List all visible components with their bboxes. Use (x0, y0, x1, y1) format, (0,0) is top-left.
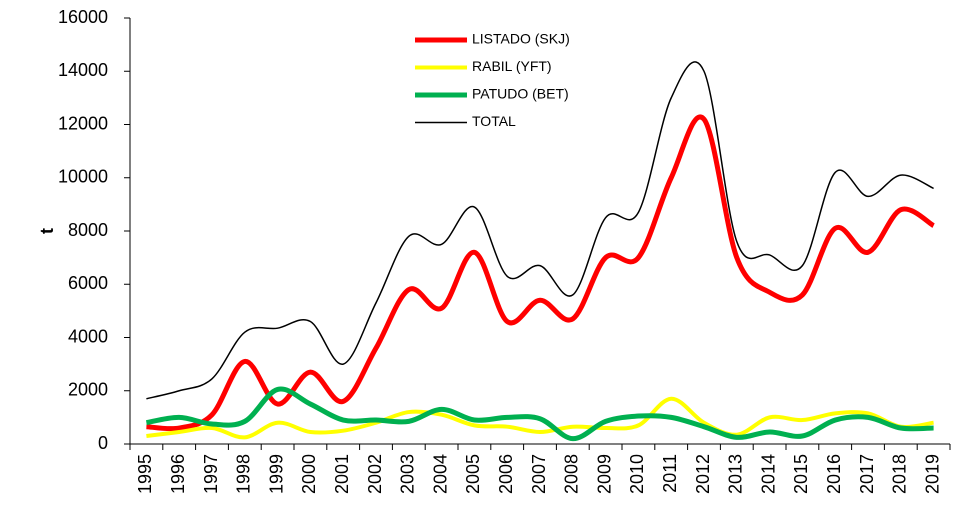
x-tick-label: 2009 (594, 454, 614, 494)
legend-label: PATUDO (BET) (472, 86, 569, 102)
x-tick-label: 2014 (758, 454, 778, 494)
x-tick-label: 2002 (365, 454, 385, 494)
line-series (145, 386, 934, 442)
x-tick-label: 2003 (398, 454, 418, 494)
x-tick-label: 2007 (529, 454, 549, 494)
y-tick-label: 6000 (68, 273, 108, 293)
x-tick-label: 2010 (627, 454, 647, 494)
line-series (146, 396, 934, 440)
line-series (146, 61, 934, 400)
x-tick-label: 2006 (496, 454, 516, 494)
x-tick-label: 2008 (562, 454, 582, 494)
x-tick-label: 2019 (922, 454, 942, 494)
x-tick-label: 2005 (463, 454, 483, 494)
y-tick-label: 12000 (58, 113, 108, 133)
x-tick-label: 1995 (135, 454, 155, 494)
y-tick-label: 14000 (58, 60, 108, 80)
line-series (146, 114, 935, 432)
y-tick-label: 0 (98, 433, 108, 453)
y-axis-label: t (37, 228, 57, 234)
x-tick-label: 2004 (430, 454, 450, 494)
x-tick-label: 2017 (857, 454, 877, 494)
x-tick-label: 2016 (824, 454, 844, 494)
y-tick-label: 4000 (68, 326, 108, 346)
x-tick-label: 1998 (234, 454, 254, 494)
x-tick-label: 2013 (726, 454, 746, 494)
y-tick-label: 10000 (58, 167, 108, 187)
x-tick-label: 1996 (168, 454, 188, 494)
x-tick-label: 2001 (332, 454, 352, 494)
y-tick-label: 2000 (68, 380, 108, 400)
legend-label: LISTADO (SKJ) (472, 31, 570, 47)
x-tick-label: 2000 (299, 454, 319, 494)
legend-label: RABIL (YFT) (472, 58, 552, 74)
legend-label: TOTAL (472, 113, 516, 129)
x-tick-label: 2012 (693, 454, 713, 494)
x-tick-label: 1999 (266, 454, 286, 494)
x-tick-label: 2018 (890, 454, 910, 494)
y-tick-label: 16000 (58, 7, 108, 27)
y-tick-label: 8000 (68, 220, 108, 240)
x-tick-label: 2011 (660, 454, 680, 493)
x-tick-label: 1997 (201, 454, 221, 494)
x-tick-label: 2015 (791, 454, 811, 494)
